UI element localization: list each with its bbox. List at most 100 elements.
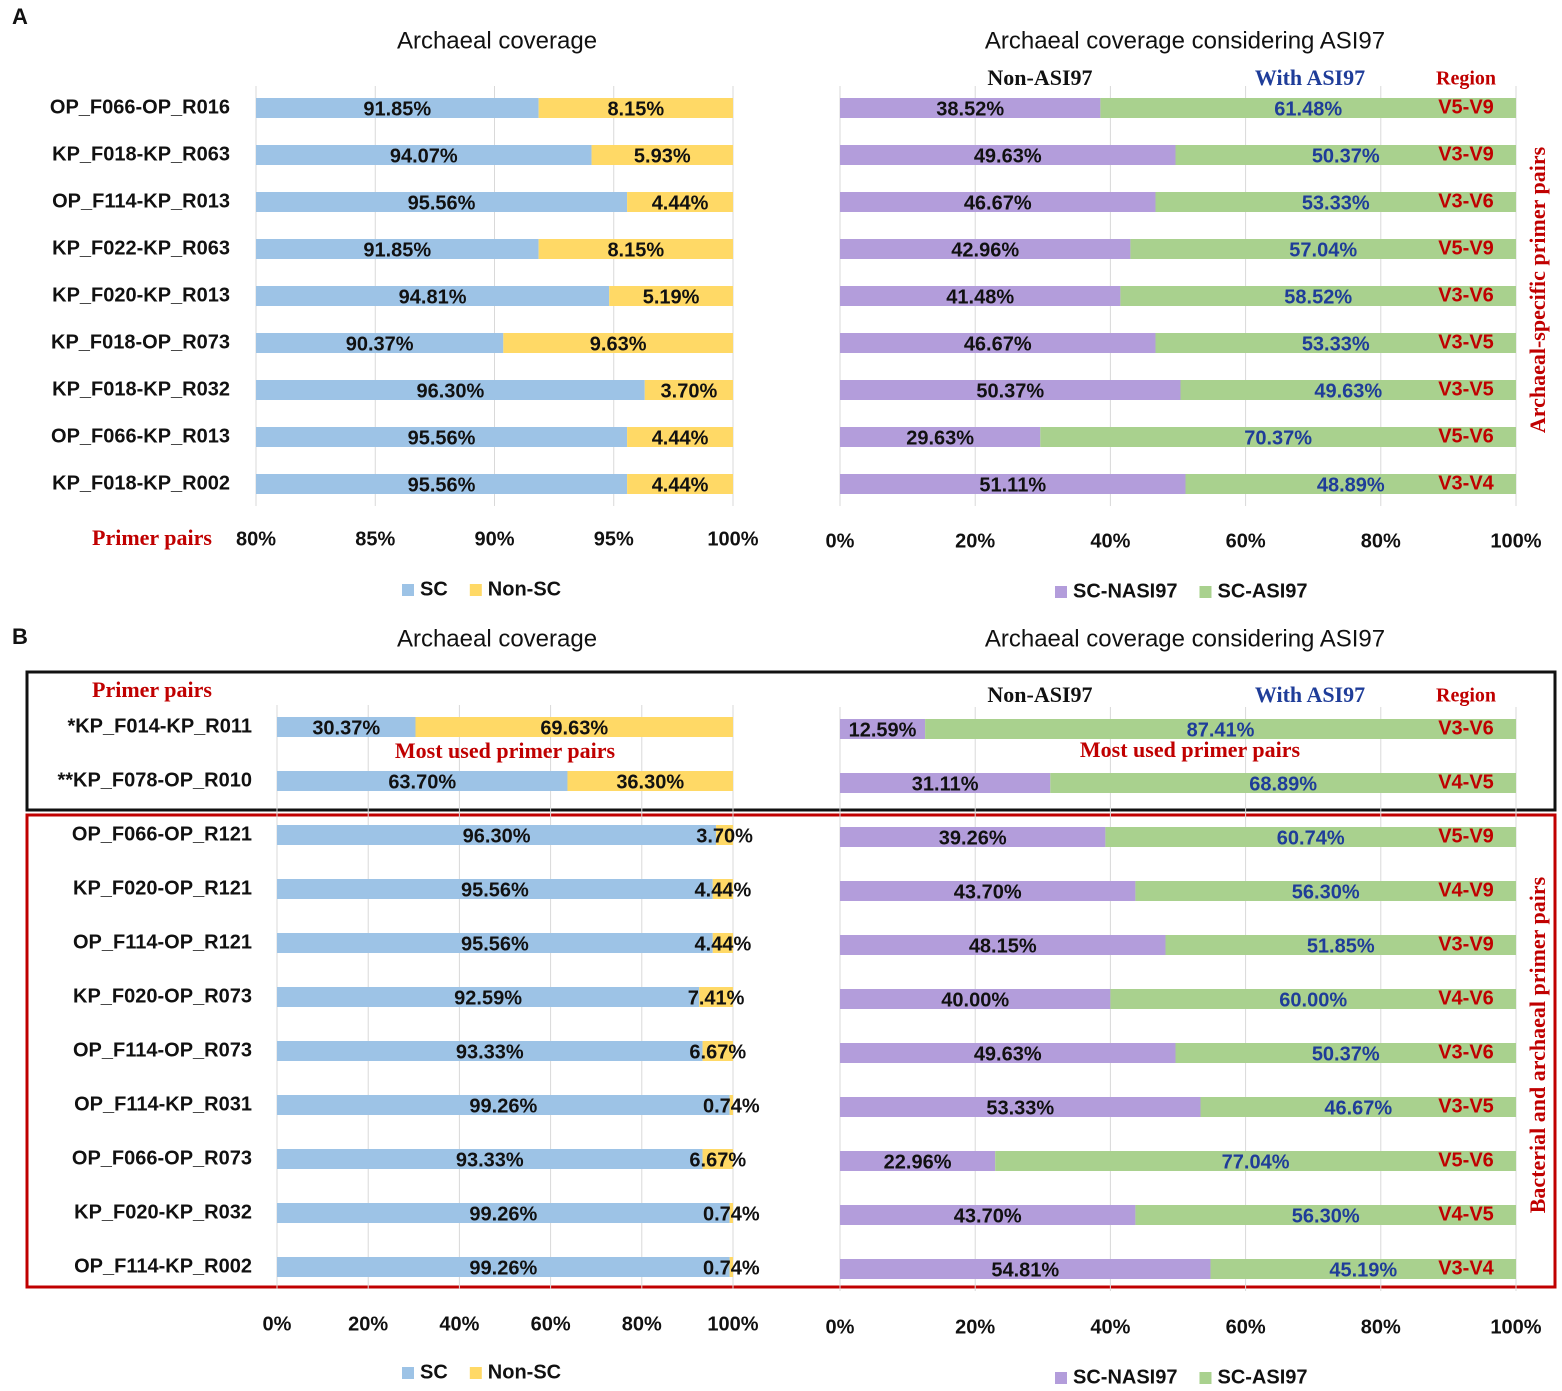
bar-segment <box>256 98 539 118</box>
y-tick-label: KP_F020-KP_R013 <box>52 284 230 306</box>
x-tick-label: 80% <box>622 1313 662 1335</box>
y-tick-label: KP_F022-KP_R063 <box>52 237 230 259</box>
chart-title: Archaeal coverage considering ASI97 <box>985 625 1385 652</box>
legend-label: SC <box>420 1361 448 1383</box>
legend-label: SC-NASI97 <box>1073 580 1177 602</box>
legend-swatch <box>1055 586 1067 598</box>
bar-segment <box>840 427 1041 447</box>
region-label: V5-V9 <box>1438 825 1494 847</box>
value-label: 40.00% <box>941 989 1009 1011</box>
bar-segment <box>277 1203 730 1223</box>
bar-segment <box>256 427 628 447</box>
region-label: V3-V4 <box>1438 472 1494 494</box>
bar-segment <box>840 333 1156 353</box>
bar-segment <box>277 1095 730 1115</box>
value-label: 46.67% <box>964 192 1032 214</box>
value-label: 63.70% <box>388 771 456 793</box>
y-tick-label: KP_F020-KP_R032 <box>74 1201 252 1223</box>
x-tick-label: 20% <box>348 1313 388 1335</box>
region-label: V3-V6 <box>1438 1041 1494 1063</box>
bar-segment <box>627 192 733 212</box>
value-label: 96.30% <box>463 825 531 847</box>
bar-segment <box>840 1151 996 1171</box>
legend-label: SC-NASI97 <box>1073 1366 1177 1388</box>
y-tick-label: KP_F018-KP_R063 <box>52 143 230 165</box>
x-tick-label: 40% <box>439 1313 479 1335</box>
x-tick-label: 40% <box>1090 1316 1130 1338</box>
legend-swatch <box>402 584 414 596</box>
x-tick-label: 60% <box>1226 1316 1266 1338</box>
value-label: 61.48% <box>1274 98 1342 120</box>
value-label: 46.67% <box>964 333 1032 355</box>
y-tick-label: **KP_F078-OP_R010 <box>57 769 252 791</box>
value-label: 0.74% <box>703 1095 760 1117</box>
value-label: 46.67% <box>1324 1097 1392 1119</box>
chart-title: Archaeal coverage considering ASI97 <box>985 27 1385 54</box>
column-label: With ASI97 <box>1255 65 1365 90</box>
bar-segment <box>277 1041 703 1061</box>
legend-label: SC-ASI97 <box>1217 1366 1307 1388</box>
value-label: 4.44% <box>695 879 752 901</box>
bar-segment <box>840 719 926 739</box>
y-tick-label: OP_F066-OP_R073 <box>72 1147 252 1169</box>
value-label: 9.63% <box>590 333 647 355</box>
legend-label: SC <box>420 578 448 600</box>
x-tick-label: 100% <box>707 1313 758 1335</box>
panel-label: A <box>12 4 28 29</box>
bar-segment <box>1155 192 1516 212</box>
bar-segment <box>840 1259 1211 1279</box>
value-label: 93.33% <box>456 1041 524 1063</box>
value-label: 0.74% <box>703 1203 760 1225</box>
value-label: 53.33% <box>1302 333 1370 355</box>
bar-segment <box>1165 935 1516 955</box>
value-label: 68.89% <box>1249 773 1317 795</box>
legend-swatch <box>1199 1372 1212 1384</box>
bar-segment <box>277 771 568 791</box>
bar-segment <box>840 935 1166 955</box>
bar-segment <box>256 145 592 165</box>
value-label: 6.67% <box>689 1041 746 1063</box>
value-label: 49.63% <box>974 145 1042 167</box>
region-label: V3-V5 <box>1438 331 1494 353</box>
bar-segment <box>840 474 1186 494</box>
bar-segment <box>699 987 733 1007</box>
bar-segment <box>277 879 713 899</box>
note: Most used primer pairs <box>1080 737 1301 762</box>
bar-segment <box>1175 145 1516 165</box>
legend-label: Non-SC <box>488 1361 561 1383</box>
x-tick-label: 100% <box>1490 1316 1541 1338</box>
y-tick-label: OP_F066-KP_R013 <box>51 425 230 447</box>
bar-segment <box>277 1257 730 1277</box>
y-tick-label: KP_F018-OP_R073 <box>51 331 230 353</box>
bar-segment <box>503 333 733 353</box>
x-tick-label: 95% <box>594 528 634 550</box>
note: Most used primer pairs <box>395 738 616 763</box>
y-tick-label: OP_F114-KP_R002 <box>74 1255 252 1277</box>
value-label: 12.59% <box>849 719 917 741</box>
column-label: Region <box>1436 68 1496 90</box>
bar-segment <box>277 717 416 737</box>
bar-segment <box>644 380 733 400</box>
bar-segment <box>538 98 733 118</box>
bar-segment <box>277 933 713 953</box>
value-label: 39.26% <box>939 827 1007 849</box>
region-label: V3-V6 <box>1438 717 1494 739</box>
value-label: 94.07% <box>390 145 458 167</box>
y-tick-label: KP_F018-KP_R002 <box>52 472 230 494</box>
value-label: 31.11% <box>912 773 979 795</box>
value-label: 53.33% <box>1302 192 1370 214</box>
value-label: 41.48% <box>946 286 1014 308</box>
x-tick-label: 80% <box>236 528 276 550</box>
region-label: V5-V9 <box>1438 96 1494 118</box>
bar-segment <box>729 1257 733 1277</box>
bar-segment <box>1050 773 1516 793</box>
region-label: V3-V9 <box>1438 143 1494 165</box>
bar-segment <box>1135 881 1516 901</box>
x-tick-label: 100% <box>707 528 758 550</box>
y-tick-label: OP_F114-OP_R073 <box>73 1039 252 1061</box>
bar-segment <box>1120 286 1516 306</box>
value-label: 42.96% <box>951 239 1019 261</box>
value-label: 99.26% <box>469 1203 537 1225</box>
bar-segment <box>538 239 733 259</box>
value-label: 8.15% <box>607 239 664 261</box>
